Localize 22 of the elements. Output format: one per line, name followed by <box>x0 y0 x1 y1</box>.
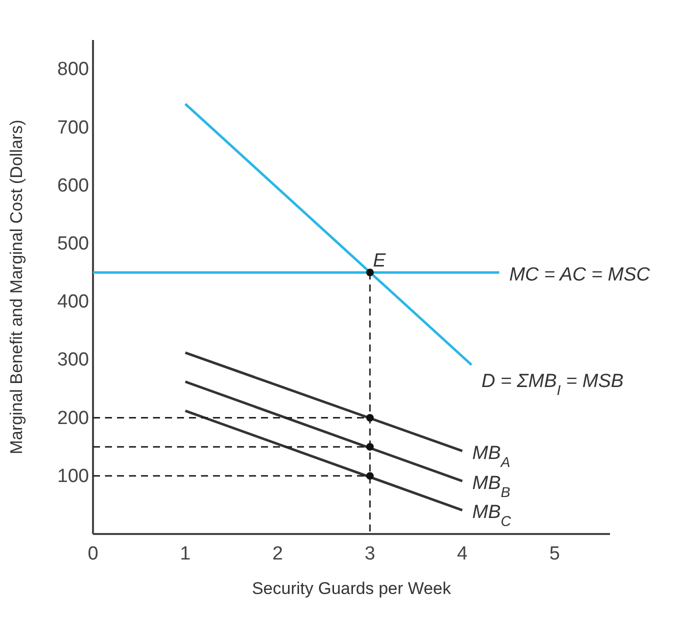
x-tick-label: 1 <box>180 543 191 564</box>
y-tick-label: 500 <box>57 233 89 254</box>
series-label: D = ΣMB$_{I}$ = MSB <box>482 370 624 399</box>
y-tick-label: 100 <box>57 466 89 487</box>
x-tick-label: 5 <box>549 543 560 564</box>
series-label: MB$_{C}$ <box>472 502 512 530</box>
y-tick-label: 200 <box>57 408 89 429</box>
x-tick-label: 0 <box>88 543 98 564</box>
x-axis-title: Security Guards per Week <box>252 579 452 598</box>
y-tick-label: 600 <box>57 175 89 196</box>
y-tick-label: 300 <box>57 350 89 371</box>
series-label: MB$_{B}$ <box>472 473 511 502</box>
y-tick-label: 400 <box>57 292 89 313</box>
y-axis-title: Marginal Benefit and Marginal Cost (Dollars) <box>7 120 26 454</box>
x-tick-label: 3 <box>364 543 376 564</box>
x-tick-label: 2 <box>272 543 283 564</box>
annotation: E <box>372 250 386 272</box>
series-label: MC = AC = MSC <box>509 264 650 286</box>
y-tick-label: 700 <box>57 117 89 138</box>
series-label: MB$_{A}$ <box>472 442 510 471</box>
y-tick-label: 800 <box>57 59 89 80</box>
x-tick-label: 4 <box>456 543 468 564</box>
